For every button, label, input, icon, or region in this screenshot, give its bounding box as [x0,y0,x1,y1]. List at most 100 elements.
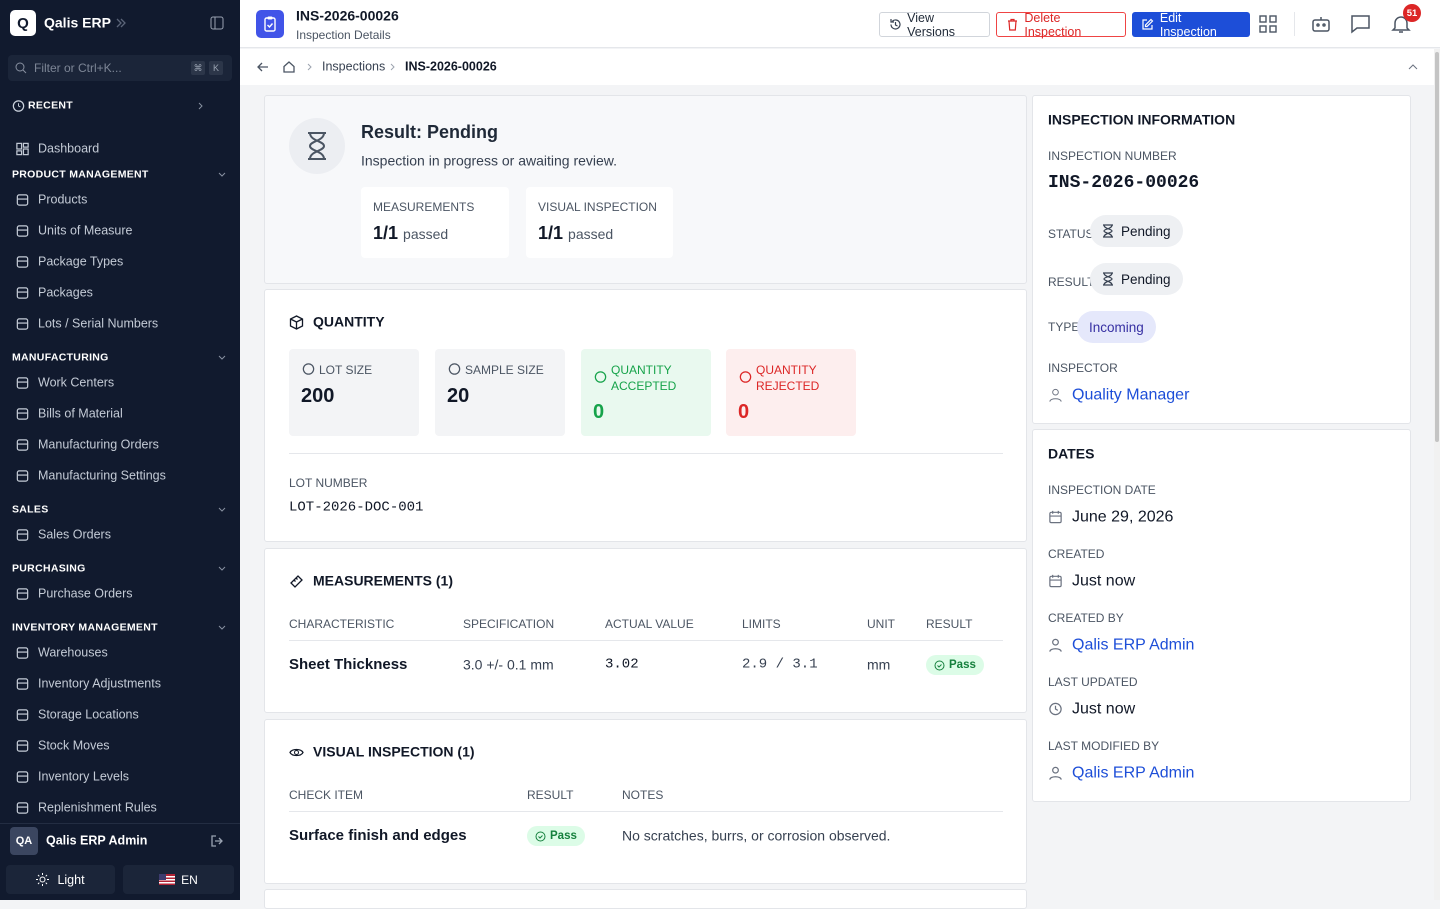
nav-item[interactable]: Work Centers [38,375,115,390]
nav-item[interactable]: Storage Locations [38,707,139,722]
nav-item[interactable]: Packages [38,285,93,300]
pill-label: Pending [1121,223,1171,239]
stat-box [526,187,673,258]
assistant-icon[interactable] [1311,14,1331,34]
stat-number: 1/1 [538,223,564,244]
avatar: QA [10,827,38,855]
filter-placeholder: Filter or Ctrl+K... [34,60,122,75]
dates-card [1032,429,1411,802]
nav-item[interactable]: Manufacturing Orders [38,437,159,452]
table-cell: 2.9 / 3.1 [742,656,818,673]
recent-label[interactable]: RECENT [28,99,73,112]
chevron [218,566,226,571]
divider [1294,12,1295,36]
edit-button[interactable]: Edit Inspection [1132,11,1250,39]
shortcut-key: ⌘ [191,61,205,75]
divider [0,823,240,824]
status-badge: Pass [926,655,984,675]
nav-item[interactable]: Stock Moves [38,738,110,753]
trash-icon [1008,18,1017,31]
language-button[interactable]: EN [123,865,234,894]
nav-item[interactable]: Inventory Levels [38,769,130,784]
nav-icon [16,529,29,541]
lot-label: LOT NUMBER [289,475,368,490]
field-icon [1049,510,1062,524]
box-icon [289,315,304,330]
stat-value: 1/1 passed [373,223,448,245]
field-label: LAST MODIFIED BY [1048,738,1160,753]
delete-button[interactable]: Delete Inspection [996,11,1126,39]
field-value: June 29, 2026 [1072,508,1174,526]
table-cell: No scratches, burrs, or corrosion observ… [622,827,891,844]
nav-section[interactable]: PRODUCT MANAGEMENT [12,168,149,181]
nav-section[interactable]: PURCHASING [12,562,86,575]
logo[interactable]: Q [10,10,36,36]
hourglass-icon [1103,272,1113,286]
scrollbar-thumb[interactable] [1435,52,1439,442]
brand[interactable]: Qalis ERP [44,14,111,31]
field-label: CREATED BY [1048,610,1124,625]
quantity-card [726,349,856,436]
user-link[interactable]: Qalis ERP Admin [1072,764,1195,782]
edit-icon [1142,18,1154,30]
nav-icon [16,802,29,814]
stat-suffix: passed [403,226,449,243]
hourglass-icon [308,132,326,160]
lot-number: LOT-2026-DOC-001 [289,499,424,516]
back-icon[interactable] [256,61,269,73]
apps-icon[interactable] [1259,15,1277,33]
home-icon[interactable] [282,60,296,74]
nav-item[interactable]: Purchase Orders [38,586,133,601]
button-label: View Versions [907,10,956,39]
quantity-card [435,349,565,436]
status-badge: Pass [527,826,585,846]
clipboard-icon [264,16,276,32]
table-cell: 3.02 [605,656,639,673]
stat-number: 1/1 [373,223,399,244]
nav-item[interactable]: Warehouses [38,645,108,660]
chat-icon[interactable] [1350,14,1371,34]
stat-value: 1/1 passed [538,223,613,245]
user-link[interactable]: Qalis ERP Admin [1072,636,1195,654]
stat-box [361,187,509,258]
collapse-icon[interactable] [210,16,224,30]
nav-item[interactable]: Package Types [38,254,124,269]
nav-item[interactable]: Inventory Adjustments [38,676,161,691]
nav-item[interactable]: Lots / Serial Numbers [38,316,159,331]
user-name[interactable]: Qalis ERP Admin [46,833,148,848]
inspector-link[interactable]: Quality Manager [1072,386,1190,404]
nav-item[interactable]: Units of Measure [38,223,133,238]
table-cell: mm [867,656,891,673]
field-label: INSPECTION DATE [1048,482,1156,497]
nav-item[interactable]: Replenishment Rules [38,800,157,815]
nav-section[interactable]: INVENTORY MANAGEMENT [12,621,158,634]
logout-icon[interactable] [210,834,224,848]
nav-section[interactable]: MANUFACTURING [12,351,109,364]
theme-button[interactable]: Light [6,865,115,894]
separator [307,63,312,71]
flag-icon [159,874,176,885]
table-cell: Surface finish and edges [289,827,467,844]
column-header: RESULT [527,787,574,802]
field-label: RESULT [1048,274,1095,289]
check-icon [535,831,546,841]
badge-label: Pass [949,659,976,671]
nav-item[interactable]: Sales Orders [38,527,111,542]
nav-item[interactable]: Bills of Material [38,406,123,421]
nav-item[interactable]: Products [38,192,88,207]
shortcut-key: K [209,61,223,75]
breadcrumb-current: INS-2026-00026 [405,59,497,74]
nav-item[interactable]: Dashboard [38,141,100,156]
nav-icon [16,709,29,721]
nav-section[interactable]: SALES [12,503,49,516]
metric-value: 0 [593,401,605,423]
nav-icon [16,678,29,690]
collapse-chevron[interactable] [1408,63,1418,71]
field-label: INSPECTOR [1048,360,1118,375]
view-versions-button[interactable]: View Versions [879,10,990,39]
breadcrumb-link[interactable]: Inspections [322,59,386,74]
breadcrumb-bar [240,49,1434,85]
nav-icon [16,142,29,156]
field-label: TYPE [1048,319,1080,334]
nav-item[interactable]: Manufacturing Settings [38,468,166,483]
